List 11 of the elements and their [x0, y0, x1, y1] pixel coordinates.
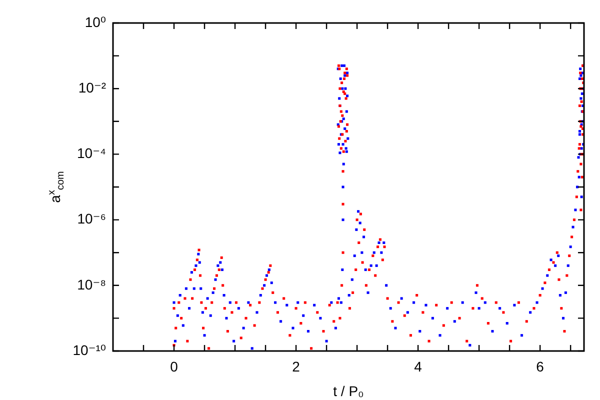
x-tick-label: 6: [536, 358, 544, 374]
x-tick-label: 4: [414, 358, 422, 374]
x-tick-label: 2: [292, 358, 300, 374]
y-tick-label: 10⁻²: [78, 79, 106, 96]
x-axis-title: t / P₀: [333, 383, 364, 399]
y-tick-label: 10⁻⁸: [77, 276, 106, 292]
y-tick-label: 10⁻⁴: [77, 145, 106, 162]
y-tick-label: 10⁰: [84, 14, 106, 30]
y-tick-label: 10⁻⁶: [77, 210, 106, 227]
y-tick-label: 10⁻¹⁰: [72, 342, 106, 358]
x-tick-label: 0: [170, 358, 178, 374]
